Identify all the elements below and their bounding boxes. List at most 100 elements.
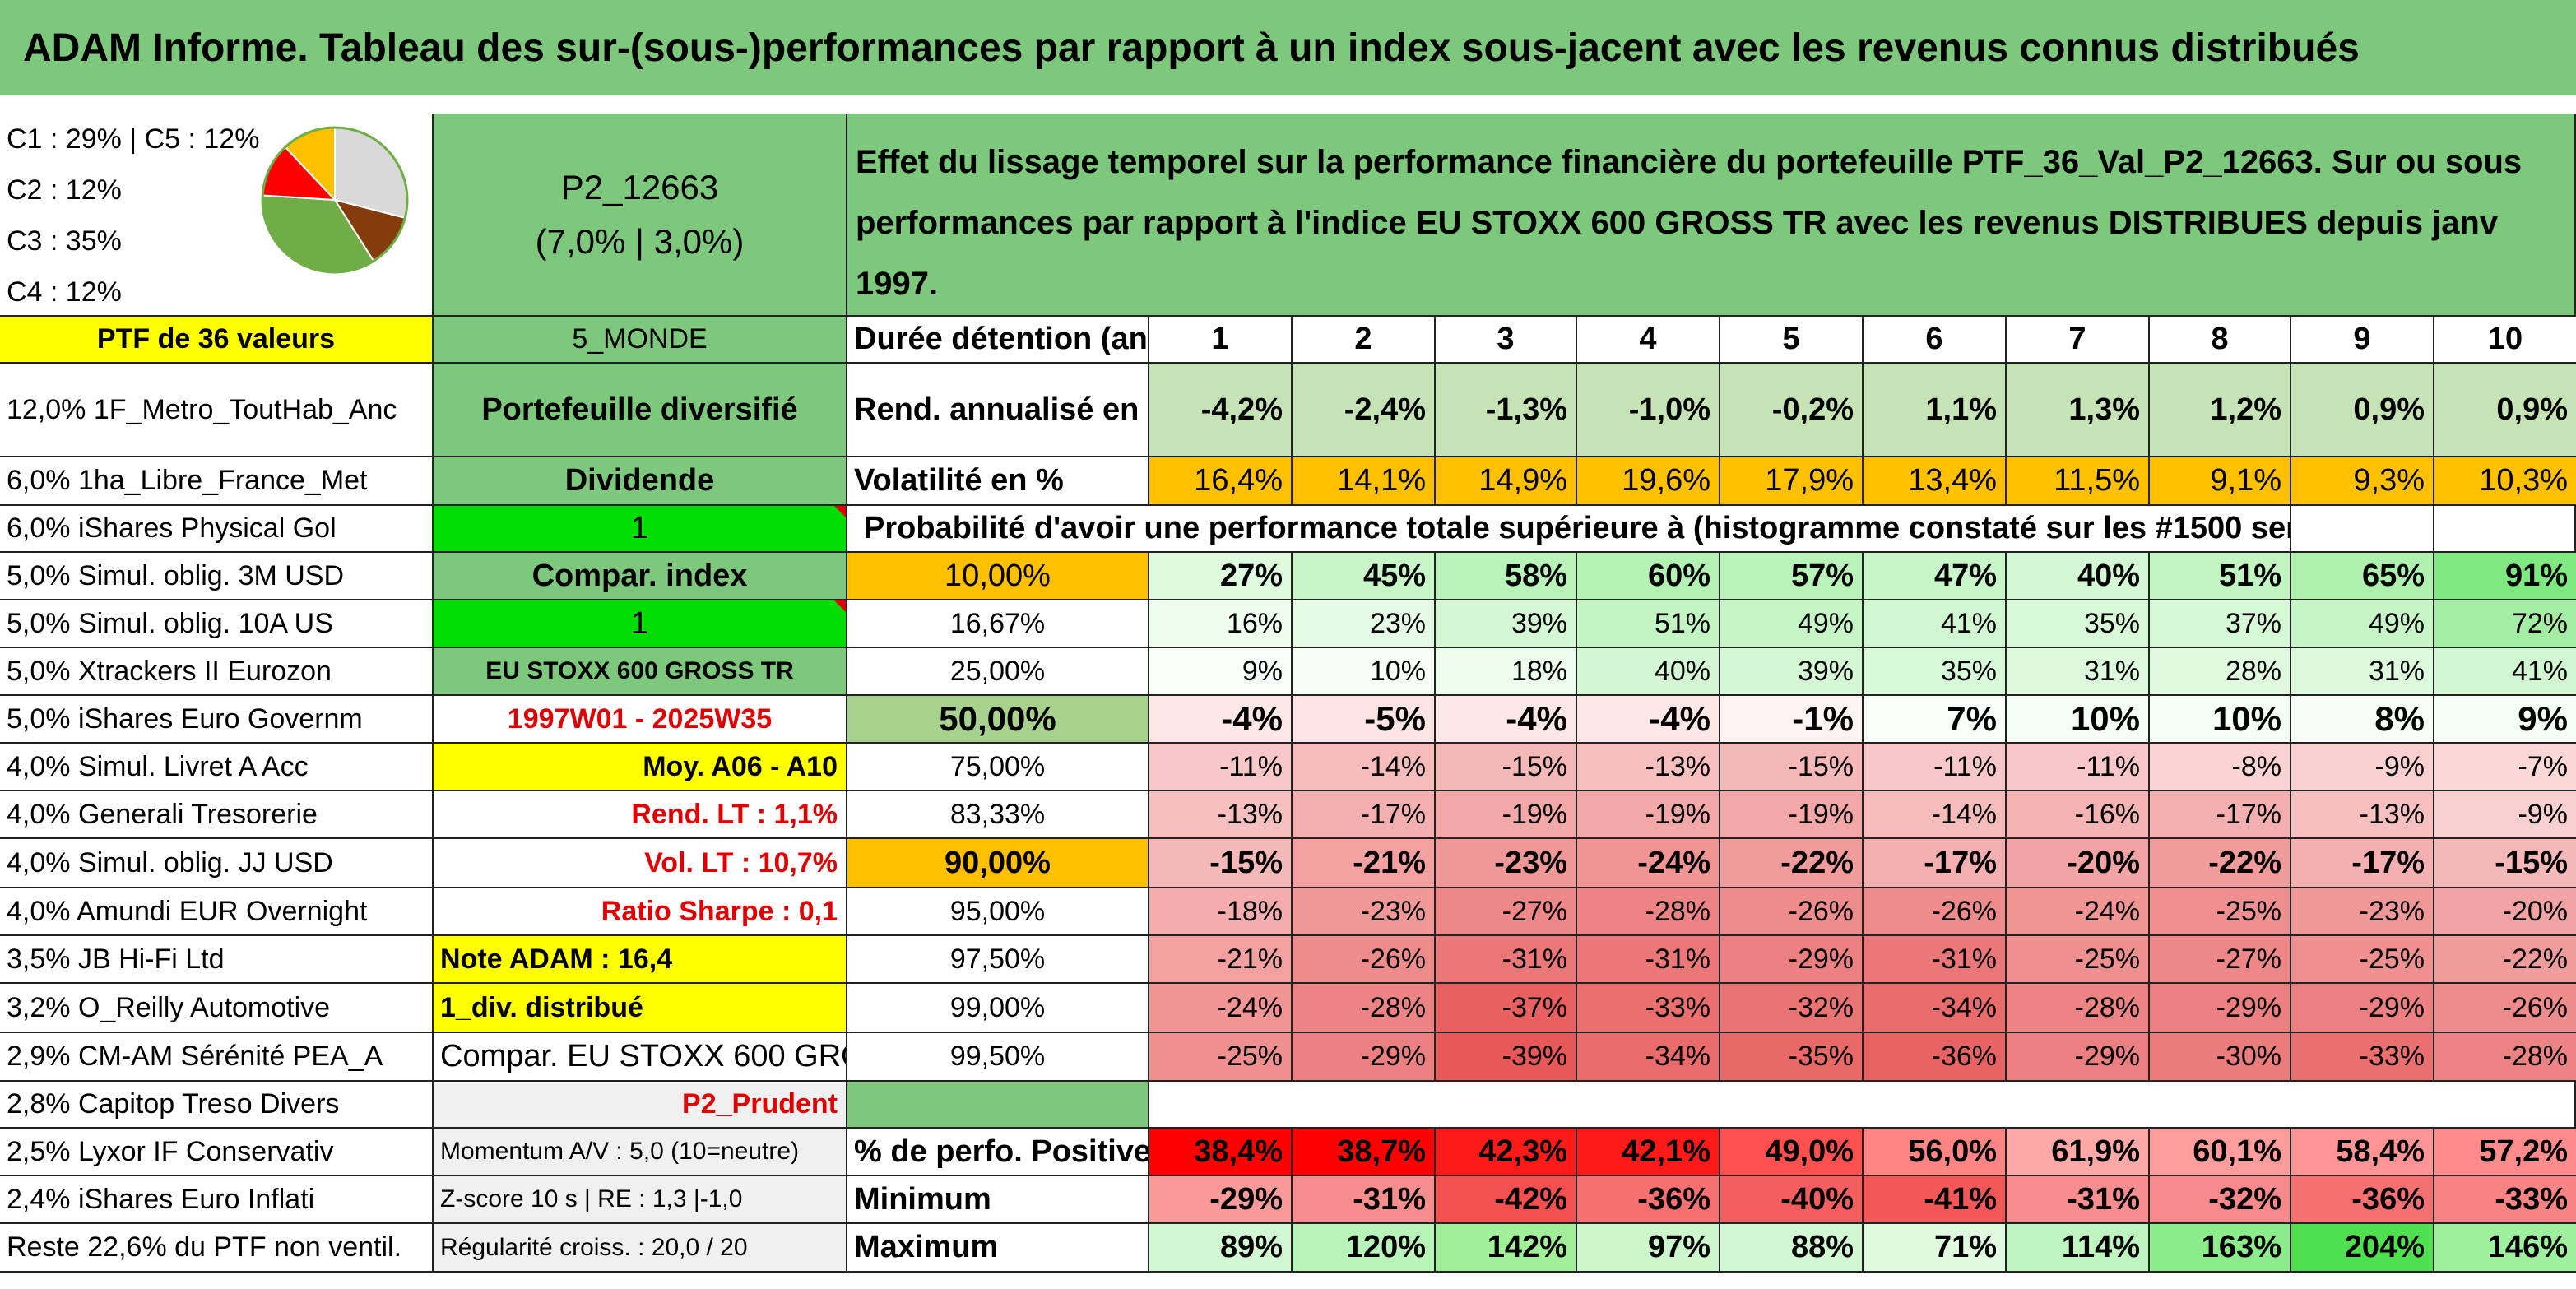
holding-row: 2,4% iShares Euro Inflati — [0, 1176, 434, 1224]
pos-label: % de perfo. Positives — [847, 1129, 1149, 1176]
rend-value: 0,9% — [2291, 364, 2434, 457]
min-value: -40% — [1720, 1176, 1864, 1224]
prob-value: -33% — [2291, 1033, 2434, 1082]
prob-value: -17% — [2291, 839, 2434, 888]
rend-value: 0,9% — [2434, 364, 2576, 457]
year-header: 2 — [1293, 317, 1436, 364]
prob-value: 10% — [2150, 696, 2291, 744]
prob-value: 45% — [1293, 553, 1436, 600]
prob-value: -11% — [1864, 744, 2007, 791]
prob-value: -11% — [2007, 744, 2150, 791]
prob-value: -23% — [1293, 888, 1436, 936]
min-value: -36% — [2291, 1176, 2434, 1224]
min-value: -29% — [1149, 1176, 1293, 1224]
portfolio-code-block: P2_12663 (7,0% | 3,0%) — [434, 114, 847, 317]
year-header: 10 — [2434, 317, 2576, 364]
prob-value: 40% — [1577, 648, 1720, 696]
years-label: Durée détention (an) — [847, 317, 1149, 364]
prob-value: -28% — [2007, 984, 2150, 1033]
prob-value: 18% — [1436, 648, 1577, 696]
threshold-cell: 50,00% — [847, 696, 1149, 744]
rend-value: 1,3% — [2007, 364, 2150, 457]
max-value: 71% — [1864, 1224, 2007, 1273]
threshold-cell: 83,33% — [847, 791, 1149, 839]
holding-row: 4,0% Generali Tresorerie — [0, 791, 434, 839]
prob-value: -30% — [2150, 1033, 2291, 1082]
holding-row: 3,2% O_Reilly Automotive — [0, 984, 434, 1033]
portfolio-size-header: PTF de 36 valeurs — [0, 317, 434, 364]
prob-value: -15% — [1149, 839, 1293, 888]
min-value: -41% — [1864, 1176, 2007, 1224]
info-row: Vol. LT : 10,7% — [434, 839, 847, 888]
empty-green-cell — [847, 1082, 1149, 1129]
pie-legend-item: C4 : 12% — [7, 276, 122, 308]
prob-value: -28% — [1293, 984, 1436, 1033]
info-row: P2_Prudent — [434, 1082, 847, 1129]
prob-value: -14% — [1293, 744, 1436, 791]
prob-value: 57% — [1720, 553, 1864, 600]
title-separator — [0, 95, 2576, 112]
info-row: Régularité croiss. : 20,0 / 20 — [434, 1224, 847, 1273]
prob-value: -14% — [1864, 791, 2007, 839]
prob-value: 16% — [1149, 600, 1293, 648]
vol-value: 17,9% — [1720, 457, 1864, 506]
year-header: 9 — [2291, 317, 2434, 364]
threshold-cell: 99,50% — [847, 1033, 1149, 1082]
pos-value: 49,0% — [1720, 1129, 1864, 1176]
prob-value: -15% — [1720, 744, 1864, 791]
info-row: 1 — [434, 506, 847, 553]
pie-legend-item: C3 : 35% — [7, 225, 122, 257]
threshold-cell: 75,00% — [847, 744, 1149, 791]
prob-value: -23% — [1436, 839, 1577, 888]
rend-value: 1,2% — [2150, 364, 2291, 457]
info-row: Compar. index — [434, 553, 847, 600]
prob-value: -20% — [2434, 888, 2576, 936]
threshold-cell: 97,50% — [847, 936, 1149, 984]
holding-row: 3,5% JB Hi-Fi Ltd — [0, 936, 434, 984]
holding-row: 12,0% 1F_Metro_ToutHab_Anc — [0, 364, 434, 457]
prob-value: -13% — [2291, 791, 2434, 839]
rend-value: -0,2% — [1720, 364, 1864, 457]
prob-value: -36% — [1864, 1033, 2007, 1082]
report-description: Effet du lissage temporel sur la perform… — [847, 114, 2576, 317]
prob-value: 40% — [2007, 553, 2150, 600]
prob-value: 31% — [2007, 648, 2150, 696]
portfolio-code: P2_12663 — [560, 167, 719, 206]
info-row: Note ADAM : 16,4 — [434, 936, 847, 984]
pos-value: 57,2% — [2434, 1129, 2576, 1176]
prob-value: 10% — [2007, 696, 2150, 744]
prob-value: -26% — [1720, 888, 1864, 936]
prob-value: -9% — [2434, 791, 2576, 839]
max-value: 114% — [2007, 1224, 2150, 1273]
prob-value: -24% — [2007, 888, 2150, 936]
rend-value: -4,2% — [1149, 364, 1293, 457]
holding-row: 2,8% Capitop Treso Divers — [0, 1082, 434, 1129]
pos-value: 38,4% — [1149, 1129, 1293, 1176]
holding-row: 5,0% Simul. oblig. 3M USD — [0, 553, 434, 600]
prob-value: 51% — [2150, 553, 2291, 600]
vol-value: 16,4% — [1149, 457, 1293, 506]
prob-value: -31% — [1436, 936, 1577, 984]
prob-value: -9% — [2291, 744, 2434, 791]
prob-value: -11% — [1149, 744, 1293, 791]
prob-value: 39% — [1720, 648, 1864, 696]
threshold-cell: 90,00% — [847, 839, 1149, 888]
max-value: 204% — [2291, 1224, 2434, 1273]
rend-label: Rend. annualisé en % — [847, 364, 1149, 457]
vol-value: 9,1% — [2150, 457, 2291, 506]
prob-value: 41% — [2434, 648, 2576, 696]
empty-row — [1149, 1082, 2576, 1129]
holding-row: 2,5% Lyxor IF Conservativ — [0, 1129, 434, 1176]
prob-value: 65% — [2291, 553, 2434, 600]
holding-row: 2,9% CM-AM Sérénité PEA_A — [0, 1033, 434, 1082]
prob-value: -29% — [1293, 1033, 1436, 1082]
prob-value: 27% — [1149, 553, 1293, 600]
info-row: 5_MONDE — [434, 317, 847, 364]
prob-value: -27% — [2150, 936, 2291, 984]
prob-value: -26% — [1293, 936, 1436, 984]
pos-value: 58,4% — [2291, 1129, 2434, 1176]
prob-value: -27% — [1436, 888, 1577, 936]
prob-value: -15% — [2434, 839, 2576, 888]
info-row: Ratio Sharpe : 0,1 — [434, 888, 847, 936]
prob-value: -20% — [2007, 839, 2150, 888]
